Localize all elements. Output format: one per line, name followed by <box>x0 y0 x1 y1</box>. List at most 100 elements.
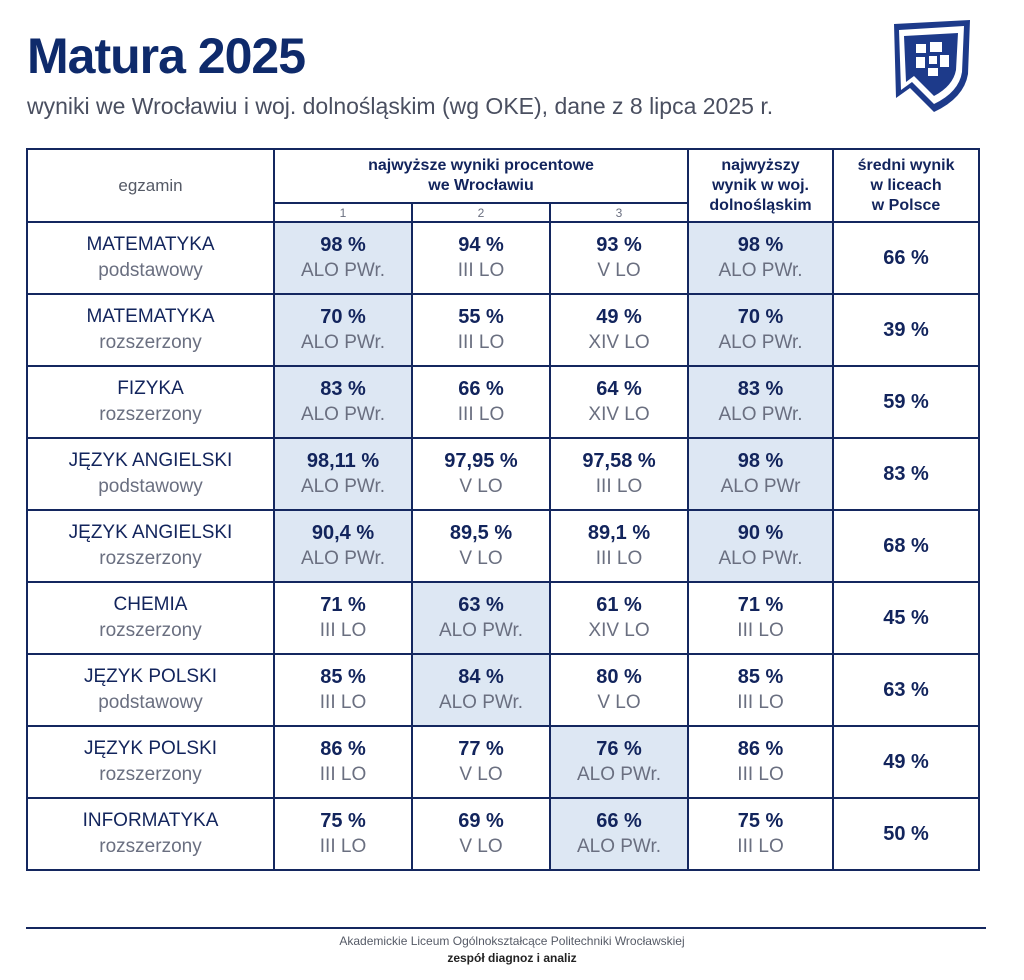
table-row: JĘZYK ANGIELSKI podstawowy 98,11 % ALO PWr.… <box>26 437 981 511</box>
header-exam: egzamin <box>26 148 275 223</box>
score-percent: 97,58 % <box>582 450 656 472</box>
region-best-cell: 85 % III LO <box>687 653 835 727</box>
table-row: FIZYKA rozszerzony 83 % ALO PWr. 66 % III LO 6… <box>26 365 981 439</box>
score-percent: 83 % <box>737 378 784 400</box>
table-row: JĘZYK ANGIELSKI rozszerzony 90,4 % ALO PWr.… <box>26 509 981 583</box>
exam-subject: JĘZYK POLSKI <box>83 666 218 687</box>
school-name: ALO PWr. <box>300 476 386 497</box>
page-title: Matura 2025 <box>27 28 306 84</box>
exam-cell: JĘZYK POLSKI podstawowy <box>26 653 275 727</box>
header-rank-3: 3 <box>548 202 690 223</box>
header-average-line1: średni wynik <box>857 156 955 174</box>
rank-3-cell: 76 % ALO PWr. <box>548 725 690 799</box>
table-row: MATEMATYKA podstawowy 98 % ALO PWr. 94 % III … <box>26 221 981 295</box>
exam-level: podstawowy <box>98 692 203 713</box>
score-percent: 90 % <box>737 522 784 544</box>
exam-level: rozszerzony <box>99 620 202 641</box>
rank-3-cell: 97,58 % III LO <box>548 437 690 511</box>
exam-subject: FIZYKA <box>117 378 184 399</box>
header-wroclaw-line1: najwyższe wyniki procentowe <box>368 157 594 174</box>
rank-2-cell: 94 % III LO <box>411 221 551 295</box>
exam-level: podstawowy <box>98 260 203 281</box>
score-percent: 98 % <box>737 234 784 256</box>
school-shield-logo <box>894 20 970 112</box>
score-percent: 89,5 % <box>449 522 513 544</box>
national-average-cell: 39 % <box>832 293 981 367</box>
exam-cell: FIZYKA rozszerzony <box>26 365 275 439</box>
rank-1-cell: 75 % III LO <box>273 797 413 871</box>
score-percent: 86 % <box>320 738 366 760</box>
rank-3-cell: 64 % XIV LO <box>548 365 690 439</box>
region-best-cell: 98 % ALO PWr <box>687 437 835 511</box>
national-average-cell: 66 % <box>832 221 981 295</box>
rank-1-cell: 90,4 % ALO PWr. <box>273 509 413 583</box>
school-name: V LO <box>597 692 641 713</box>
results-table: egzamin najwyższe wyniki procentowe we W… <box>26 148 981 871</box>
score-percent: 86 % <box>737 738 784 760</box>
page-subtitle: wyniki we Wrocławiu i woj. dolnośląskim … <box>27 93 774 119</box>
score-percent: 70 % <box>320 306 366 328</box>
exam-subject: CHEMIA <box>113 594 188 615</box>
score-percent: 98 % <box>320 234 366 256</box>
exam-cell: JĘZYK ANGIELSKI rozszerzony <box>26 509 275 583</box>
rank-1-cell: 86 % III LO <box>273 725 413 799</box>
exam-subject: MATEMATYKA <box>86 234 215 255</box>
score-percent: 98,11 % <box>306 450 380 472</box>
exam-cell: JĘZYK ANGIELSKI podstawowy <box>26 437 275 511</box>
exam-level: podstawowy <box>98 476 203 497</box>
rank-2-cell: 89,5 % V LO <box>411 509 551 583</box>
header-region-line3: dolnośląskim <box>709 196 812 214</box>
score-percent: 90,4 % <box>311 522 375 544</box>
region-best-cell: 83 % ALO PWr. <box>687 365 835 439</box>
header-average-line2: w liceach <box>870 176 942 194</box>
school-name: III LO <box>595 476 643 497</box>
score-percent: 76 % <box>596 738 642 760</box>
school-name: V LO <box>597 260 641 281</box>
school-name: ALO PWr. <box>576 764 662 785</box>
school-name: V LO <box>459 836 503 857</box>
school-name: III LO <box>737 764 784 785</box>
score-percent: 85 % <box>320 666 366 688</box>
header-row: egzamin najwyższe wyniki procentowe we W… <box>26 148 981 223</box>
school-name: III LO <box>457 332 505 353</box>
score-percent: 89,1 % <box>587 522 651 544</box>
footer-team-name: zespół diagnoz i analiz <box>447 951 577 965</box>
national-average-cell: 63 % <box>832 653 981 727</box>
national-average-cell: 83 % <box>832 437 981 511</box>
national-average-cell: 49 % <box>832 725 981 799</box>
table-row: JĘZYK POLSKI rozszerzony 86 % III LO 77 % V L… <box>26 725 981 799</box>
region-best-cell: 98 % ALO PWr. <box>687 221 835 295</box>
rank-2-cell: 97,95 % V LO <box>411 437 551 511</box>
rank-2-cell: 84 % ALO PWr. <box>411 653 551 727</box>
school-name: III LO <box>319 620 367 641</box>
school-name: III LO <box>595 548 643 569</box>
table-row: CHEMIA rozszerzony 71 % III LO 63 % ALO PWr. 6… <box>26 581 981 655</box>
rank-3-cell: 49 % XIV LO <box>548 293 690 367</box>
header-wroclaw-line2: we Wrocławiu <box>428 177 534 194</box>
school-name: III LO <box>457 404 505 425</box>
rank-1-cell: 98 % ALO PWr. <box>273 221 413 295</box>
school-name: ALO PWr. <box>300 260 386 281</box>
header-average-line3: w Polsce <box>871 196 941 214</box>
exam-cell: CHEMIA rozszerzony <box>26 581 275 655</box>
national-average-cell: 45 % <box>832 581 981 655</box>
rank-3-cell: 61 % XIV LO <box>548 581 690 655</box>
score-percent: 70 % <box>737 306 784 328</box>
school-name: XIV LO <box>588 620 650 641</box>
score-percent: 49 % <box>596 306 642 328</box>
score-percent: 69 % <box>458 810 504 832</box>
score-percent: 97,95 % <box>444 450 518 472</box>
school-name: III LO <box>737 692 784 713</box>
school-name: ALO PWr. <box>718 548 803 569</box>
table-row: MATEMATYKA rozszerzony 70 % ALO PWr. 55 % III… <box>26 293 981 367</box>
score-percent: 83 % <box>320 378 366 400</box>
region-best-cell: 86 % III LO <box>687 725 835 799</box>
header-rank-2: 2 <box>411 202 551 223</box>
table-row: INFORMATYKA rozszerzony 75 % III LO 69 % V LO… <box>26 797 981 871</box>
score-percent: 61 % <box>596 594 642 616</box>
score-percent: 94 % <box>458 234 504 256</box>
school-name: ALO PWr. <box>300 404 386 425</box>
rank-2-cell: 69 % V LO <box>411 797 551 871</box>
score-percent: 77 % <box>458 738 504 760</box>
header-region-line2: wynik w woj. <box>712 176 809 194</box>
